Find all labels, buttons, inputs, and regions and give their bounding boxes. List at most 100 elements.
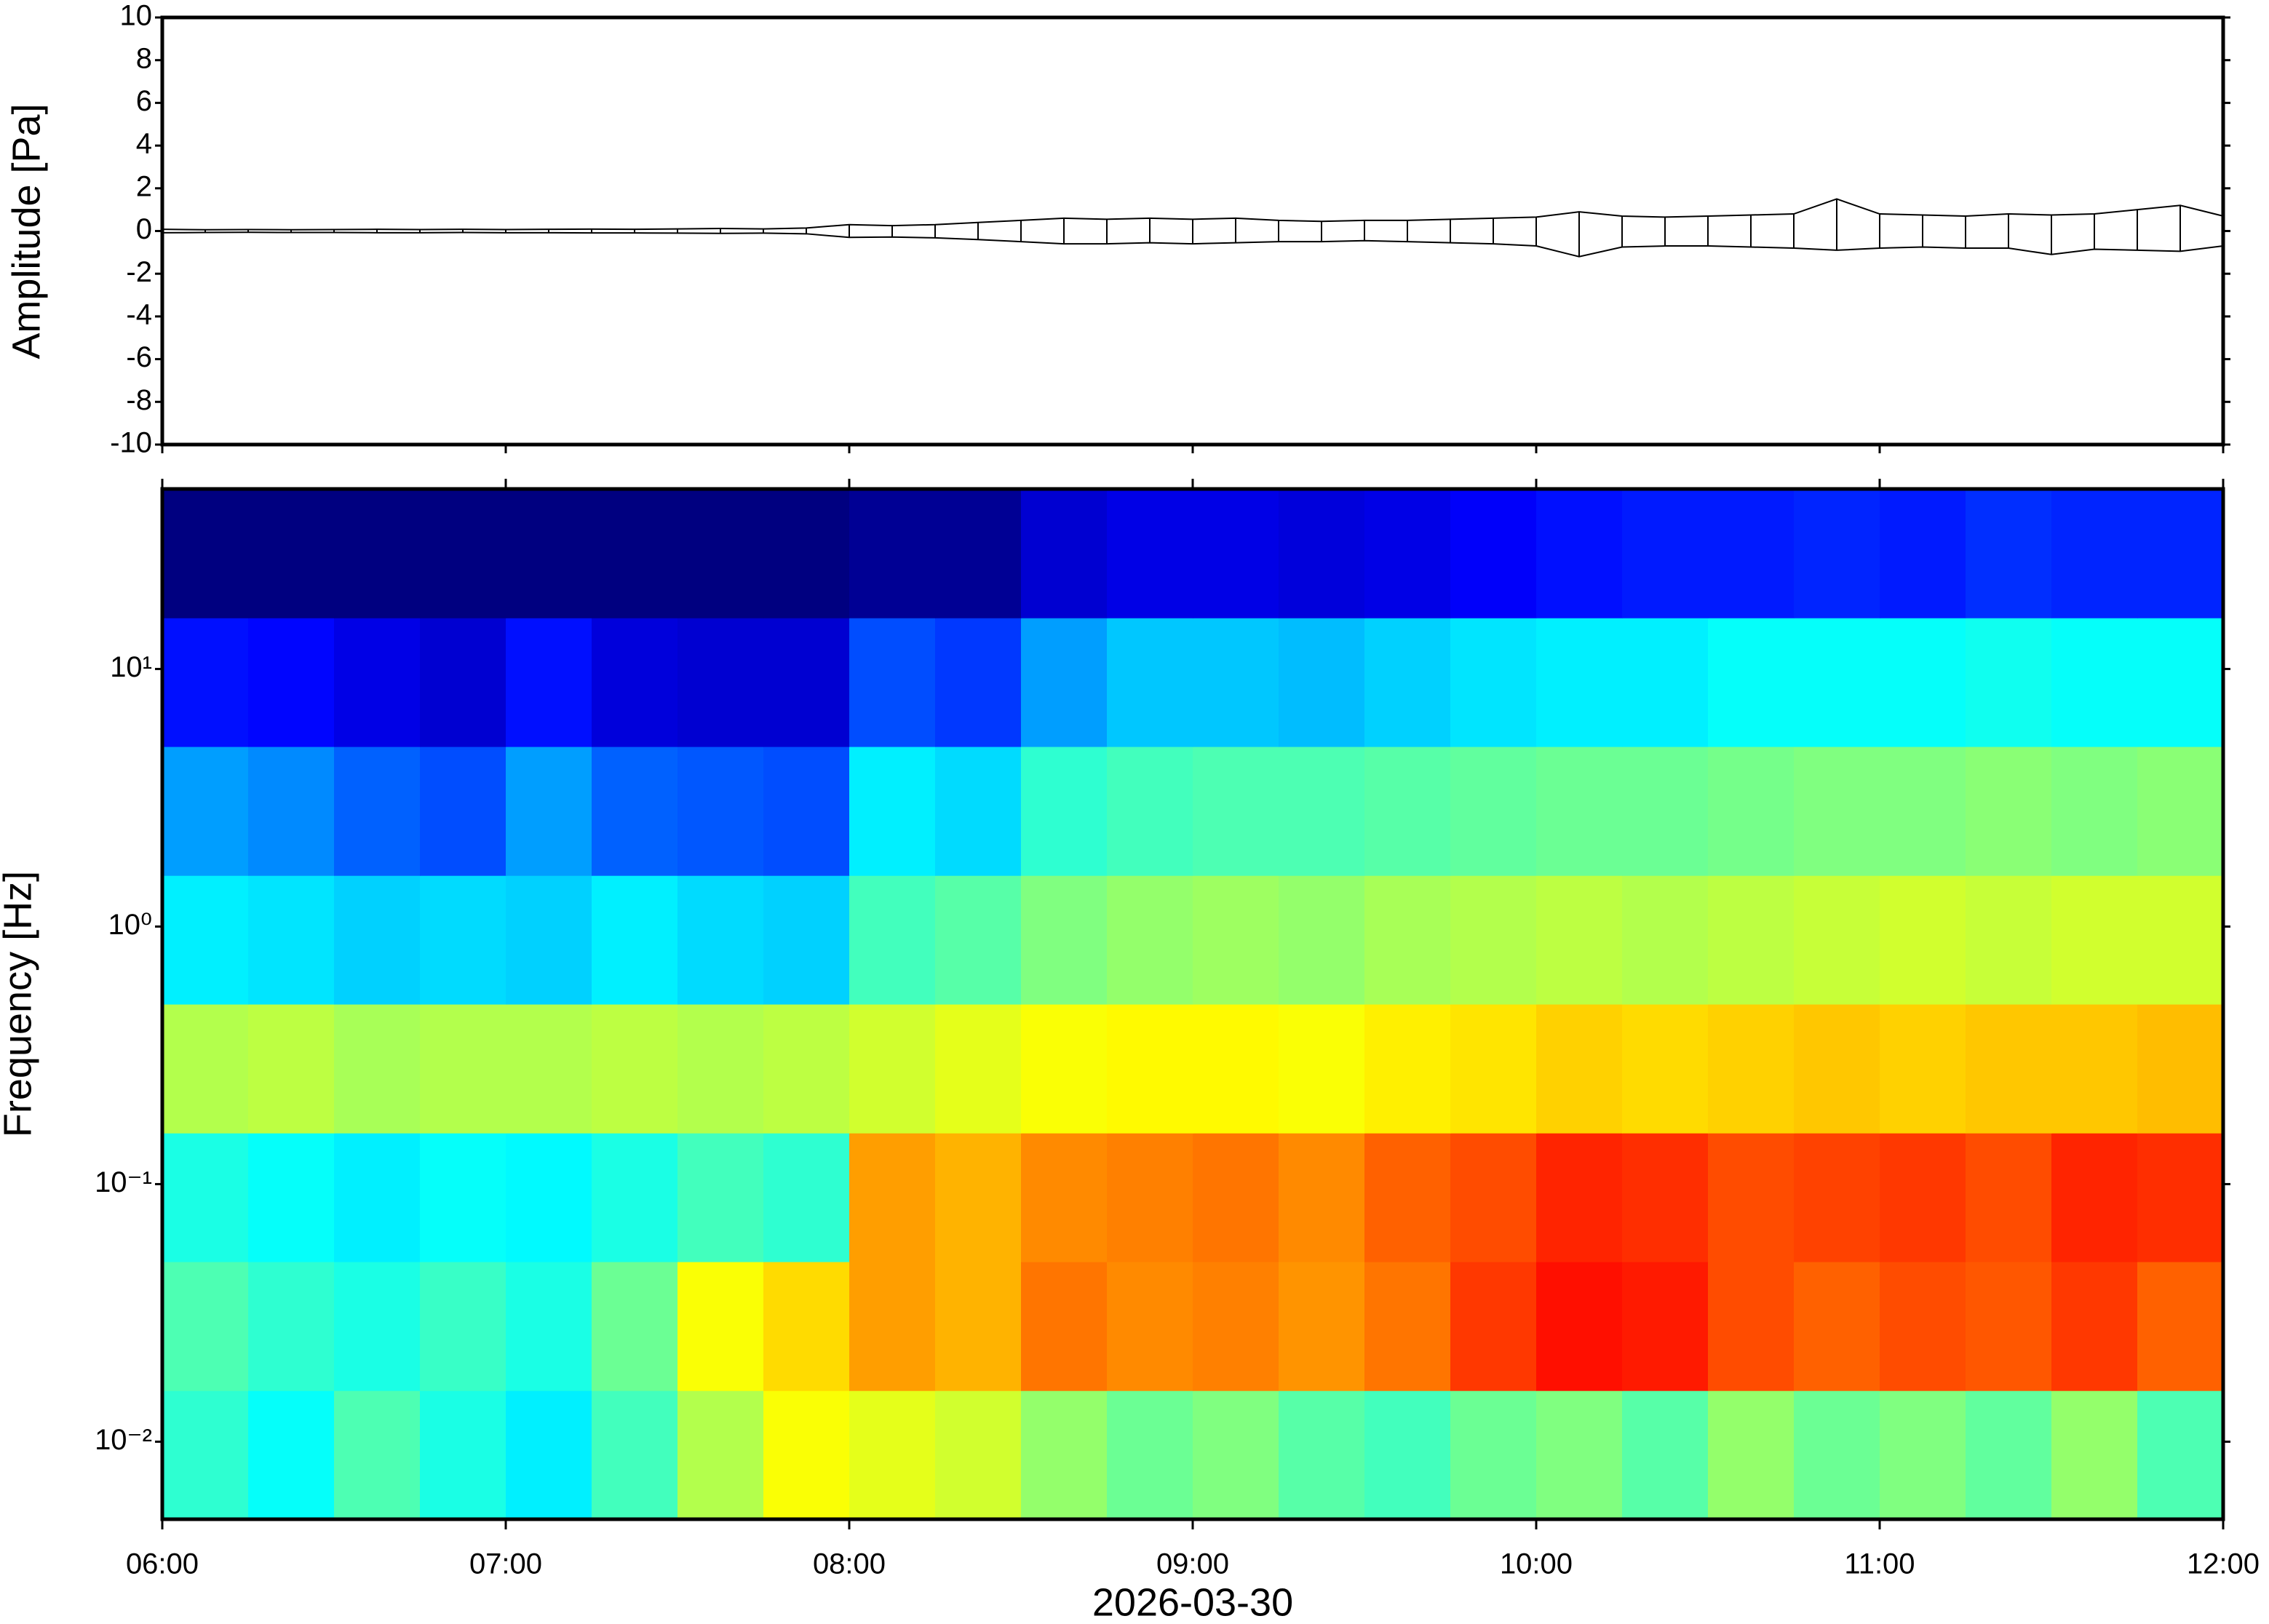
spectrogram-cell <box>2051 1262 2138 1391</box>
spectrogram-cell <box>1622 1262 1709 1391</box>
spectrogram-cell <box>1536 1390 1623 1520</box>
y-tick-label: 8 <box>136 42 152 74</box>
spectrogram-cell <box>935 618 1022 747</box>
spectrogram-cell <box>1279 1004 1365 1134</box>
spectrogram-cell <box>763 875 850 1005</box>
spectrogram-cell <box>334 875 421 1005</box>
spectrogram-cell <box>763 1004 850 1134</box>
spectrogram-cell <box>1279 618 1365 747</box>
spectrogram-cell <box>1966 875 2052 1005</box>
spectrogram-cell <box>1107 1004 1193 1134</box>
spectrogram-cell <box>2051 747 2138 876</box>
spectrogram-cell <box>1021 1133 1108 1262</box>
spectrogram-cell <box>849 1133 936 1262</box>
spectrogram-cell <box>1536 875 1623 1005</box>
spectrogram-cell <box>1107 618 1193 747</box>
spectrogram-cell <box>1622 1133 1709 1262</box>
spectrogram-cell <box>1708 1390 1795 1520</box>
spectrogram-cell <box>420 1262 506 1391</box>
spectrogram-cell <box>677 1390 764 1520</box>
spectrogram-cell <box>162 747 249 876</box>
spectrogram-cell <box>1193 1262 1279 1391</box>
frame <box>160 15 2225 447</box>
spectrogram-cell <box>1021 618 1108 747</box>
spectrogram-cell <box>1880 489 1966 618</box>
spectrogram-cell <box>1364 489 1451 618</box>
spectrogram-cell <box>420 1133 506 1262</box>
spectrogram-cell <box>1536 489 1623 618</box>
spectrogram-cell <box>849 1390 936 1520</box>
spectrogram-cell <box>592 489 678 618</box>
spectrogram-cell <box>1450 1390 1537 1520</box>
spectrogram-cell <box>1966 1133 2052 1262</box>
spectrogram-cell <box>849 489 936 618</box>
spectrogram-cell <box>1708 1133 1795 1262</box>
spectrogram-cell <box>162 1262 249 1391</box>
spectrogram-cell <box>1536 747 1623 876</box>
spectrogram-cell <box>1107 489 1193 618</box>
spectrogram-cell <box>1021 1390 1108 1520</box>
spectrogram-cell <box>935 875 1022 1005</box>
spectrogram-cell <box>1966 1390 2052 1520</box>
spectrogram-cell <box>1622 747 1709 876</box>
spectrogram-cell <box>162 1133 249 1262</box>
spectrogram-cell <box>334 1262 421 1391</box>
spectrogram-cell <box>1107 747 1193 876</box>
spectrogram-cell <box>334 1133 421 1262</box>
spectrogram-cell <box>1107 1262 1193 1391</box>
spectrogram-cell <box>592 875 678 1005</box>
y-tick-label: 10⁻¹ <box>95 1166 152 1198</box>
y-tick-label: -8 <box>126 384 152 416</box>
spectrogram-cell <box>1279 1262 1365 1391</box>
spectrogram-cell <box>677 1133 764 1262</box>
spectrogram-cell <box>849 1262 936 1391</box>
amplitude-label: Amplitude [Pa] <box>4 103 48 359</box>
spectrogram-cell <box>592 618 678 747</box>
spectrogram-cell <box>2137 875 2224 1005</box>
spectrogram-cell <box>935 489 1022 618</box>
spectrogram-cell <box>1021 747 1108 876</box>
spectrogram-cell <box>1450 875 1537 1005</box>
spectrogram-cell <box>1622 1004 1709 1134</box>
spectrogram-cell <box>592 1390 678 1520</box>
spectrogram-cell <box>1536 1133 1623 1262</box>
spectrogram-cell <box>2137 1390 2224 1520</box>
spectrogram-cell <box>1193 1390 1279 1520</box>
spectrogram-cell <box>162 875 249 1005</box>
spectrogram-cell <box>506 1004 592 1134</box>
spectrogram-cell <box>677 618 764 747</box>
spectrogram-cell <box>2051 1133 2138 1262</box>
spectrogram-cell <box>763 1133 850 1262</box>
spectrogram-cell <box>849 1004 936 1134</box>
x-tick-label: 12:00 <box>2187 1548 2260 1580</box>
spectrogram-cell <box>162 1004 249 1134</box>
spectrogram-cell <box>2051 618 2138 747</box>
spectrogram-cell <box>1708 489 1795 618</box>
y-tick-label: -6 <box>126 341 152 373</box>
spectrogram-cell <box>420 1004 506 1134</box>
spectrogram-cell <box>1708 618 1795 747</box>
y-tick-label: 10¹ <box>110 651 152 683</box>
spectrogram-cell <box>420 618 506 747</box>
spectrogram-cell <box>248 1262 335 1391</box>
spectrogram-cell <box>506 489 592 618</box>
spectrogram-cell <box>1450 618 1537 747</box>
spectrogram-cell <box>1450 1133 1537 1262</box>
spectrogram-cell <box>763 747 850 876</box>
y-tick-label: -2 <box>126 256 152 288</box>
x-tick-label: 06:00 <box>126 1548 199 1580</box>
y-tick-label: 4 <box>136 128 152 160</box>
spectrogram-cell <box>1622 489 1709 618</box>
spectrogram-cell <box>1107 875 1193 1005</box>
spectrogram-cell <box>1880 747 1966 876</box>
spectrogram-cell <box>1279 489 1365 618</box>
spectrogram-cell <box>2137 489 2224 618</box>
spectrogram-cell <box>1193 1133 1279 1262</box>
spectrogram-cell <box>162 618 249 747</box>
spectrogram-cell <box>506 747 592 876</box>
spectrogram-cell <box>420 489 506 618</box>
spectrogram-cell <box>1880 1133 1966 1262</box>
spectrogram-cell <box>334 489 421 618</box>
